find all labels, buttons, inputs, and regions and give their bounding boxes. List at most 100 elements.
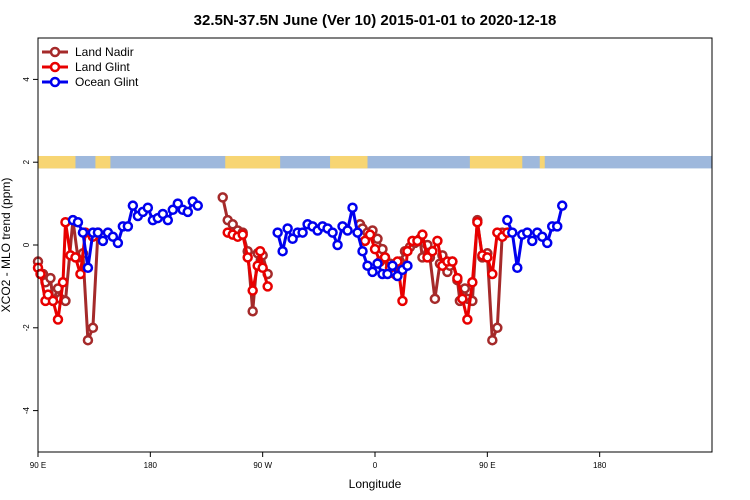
data-point	[379, 252, 391, 263]
data-point	[487, 334, 498, 346]
legend-label: Land Glint	[75, 60, 130, 74]
series-ocean-glint	[67, 196, 568, 282]
y-tick-label: 0	[22, 242, 31, 247]
x-tick-label: 90 E	[479, 461, 495, 470]
data-point	[372, 233, 383, 245]
data-point	[257, 262, 268, 274]
land-segment	[330, 155, 368, 169]
data-point	[247, 285, 258, 296]
data-point	[92, 227, 104, 238]
data-point	[97, 235, 109, 247]
data-point	[427, 245, 438, 257]
data-point	[357, 245, 368, 257]
data-point	[277, 245, 288, 257]
data-point	[457, 293, 468, 305]
data-point	[352, 227, 363, 238]
data-point	[551, 221, 563, 232]
data-point	[397, 295, 408, 307]
y-axis-label: XCO2 - MLO trend (ppm)	[0, 178, 13, 313]
land-mask-band	[38, 155, 712, 169]
data-point	[527, 235, 538, 247]
data-point	[522, 227, 533, 238]
data-point	[242, 252, 253, 263]
data-point	[492, 322, 503, 334]
x-tick-label: 0	[373, 461, 378, 470]
data-point	[347, 202, 358, 213]
data-point	[372, 258, 383, 269]
data-point	[182, 206, 194, 218]
data-point	[127, 200, 139, 211]
data-point	[332, 239, 343, 251]
legend-item: Land Glint	[42, 60, 130, 74]
data-point	[452, 272, 463, 284]
data-point	[502, 214, 513, 226]
y-tick-label: 2	[22, 159, 31, 164]
data-point	[367, 266, 378, 278]
land-segment	[539, 155, 545, 169]
data-point	[432, 235, 443, 247]
series-layer	[32, 192, 568, 346]
y-tick-label: -4	[22, 406, 31, 414]
data-point	[487, 268, 498, 280]
data-point	[247, 305, 258, 317]
data-point	[70, 252, 81, 263]
data-point	[402, 260, 413, 271]
land-segment	[469, 155, 523, 169]
data-point	[387, 260, 398, 271]
data-point	[77, 227, 89, 238]
data-point	[112, 237, 124, 249]
data-point	[45, 272, 56, 284]
data-point	[472, 216, 483, 228]
x-axis: 90 E 180 90 W 0 90 E 180	[30, 452, 607, 470]
data-point	[72, 216, 84, 228]
data-point	[52, 314, 64, 325]
data-point	[272, 227, 283, 238]
data-point	[217, 192, 228, 203]
data-point	[556, 200, 568, 211]
y-axis: -4 -2 0 2 4	[22, 77, 38, 414]
data-point	[467, 277, 478, 288]
data-point	[192, 200, 204, 211]
x-tick-label: 90 E	[30, 461, 46, 470]
x-tick-label: 180	[593, 461, 607, 470]
legend-item: Ocean Glint	[42, 75, 139, 89]
data-point	[60, 295, 71, 307]
x-tick-label: 180	[144, 461, 158, 470]
data-point	[254, 245, 266, 257]
data-point	[237, 229, 248, 240]
legend-marker	[49, 46, 61, 58]
data-point	[447, 256, 458, 267]
data-point	[417, 229, 428, 240]
chart-title: 32.5N-37.5N June (Ver 10) 2015-01-01 to …	[194, 12, 557, 29]
data-point	[507, 227, 518, 238]
data-point	[342, 225, 353, 236]
data-point	[162, 214, 174, 226]
data-point	[75, 268, 86, 280]
legend-label: Ocean Glint	[75, 75, 139, 89]
data-point	[364, 229, 376, 240]
data-point	[282, 223, 293, 234]
data-point	[429, 293, 441, 305]
legend-item: Land Nadir	[42, 45, 134, 59]
land-segment	[95, 155, 111, 169]
y-tick-label: -2	[22, 324, 31, 332]
data-point	[47, 295, 59, 307]
data-point	[462, 314, 473, 325]
data-point	[369, 243, 381, 255]
data-point	[122, 221, 134, 232]
x-axis-label: Longitude	[349, 477, 402, 491]
data-point	[82, 262, 94, 274]
data-point	[402, 245, 413, 257]
data-point	[142, 202, 154, 213]
data-point	[541, 237, 553, 249]
land-segment	[225, 155, 281, 169]
data-point	[262, 281, 273, 292]
data-point	[482, 252, 493, 263]
data-point	[327, 227, 338, 238]
data-point	[87, 322, 99, 334]
ocean-band	[38, 155, 712, 169]
legend-label: Land Nadir	[75, 45, 134, 59]
y-tick-label: 4	[22, 77, 31, 82]
